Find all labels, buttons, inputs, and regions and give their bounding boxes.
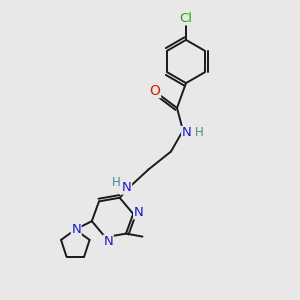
Text: N: N [103,235,113,248]
Text: O: O [150,84,160,98]
Text: H: H [195,126,204,140]
Text: N: N [182,126,191,140]
Text: N: N [134,206,143,219]
Text: H: H [112,176,121,189]
Text: N: N [71,223,81,236]
Text: N: N [122,181,131,194]
Text: Cl: Cl [179,12,193,25]
